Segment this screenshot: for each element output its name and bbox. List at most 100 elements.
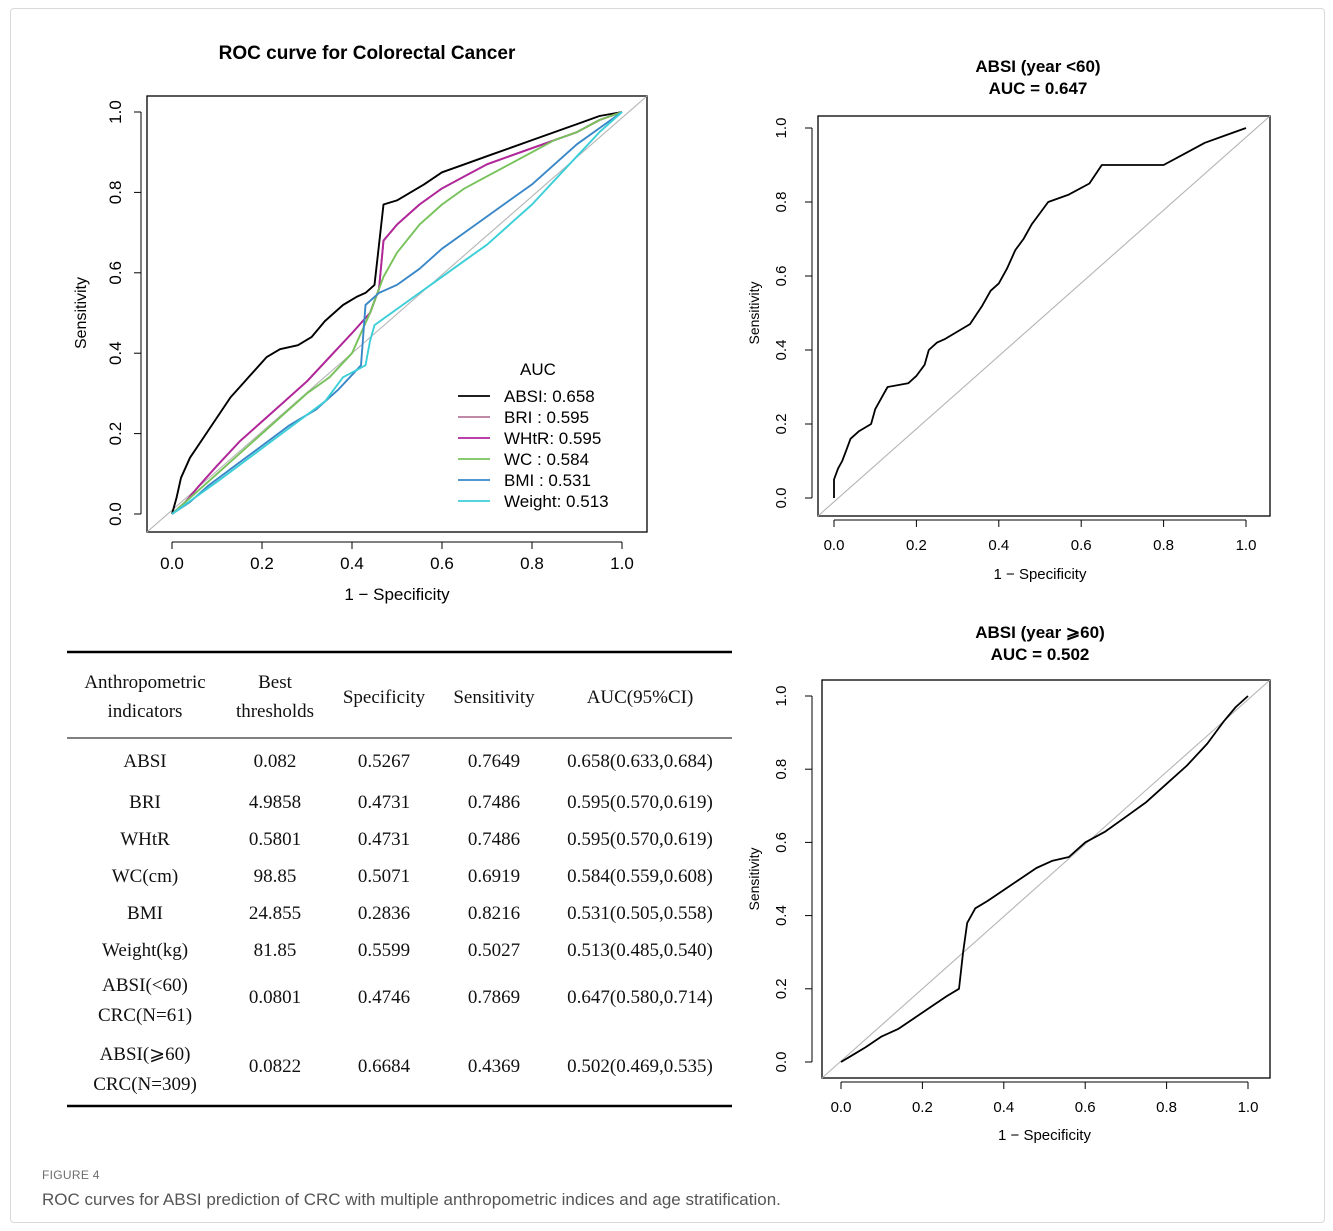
table-cell: 24.855 (249, 903, 301, 924)
y-tick-label: 0.8 (773, 759, 790, 780)
table-row: BMI 24.855 0.2836 0.8216 0.531(0.505,0.558) (127, 903, 713, 924)
x-axis-label: 1 − Specificity (994, 566, 1087, 583)
table-header-cell: Sensitivity (453, 687, 535, 708)
table-cell: 0.5071 (358, 866, 410, 887)
x-tick-label: 0.4 (993, 1099, 1014, 1116)
figure-frame (10, 8, 1325, 1223)
legend-auc-value: : 0.513 (557, 492, 609, 511)
y-tick-label: 0.6 (106, 261, 125, 285)
table-cell: 81.85 (254, 940, 297, 961)
diagonal-reference-line (821, 679, 1271, 1079)
table-cell: 0.5267 (358, 751, 410, 772)
table-cell: 0.5801 (249, 829, 301, 850)
legend-label: ABSI: 0.658 (504, 387, 595, 406)
table-cell: 0.658(0.633,0.684) (567, 751, 713, 772)
legend-series-name: WC (504, 450, 532, 469)
x-tick-label: 0.2 (906, 537, 927, 554)
chart-absi-under-60: ABSI (year <60) AUC = 0.647 0.0 0.2 0.4 0.6… (746, 57, 1271, 583)
table-header-cell: indicators (108, 701, 183, 722)
y-tick-label: 0.8 (773, 192, 790, 213)
figure-caption: ROC curves for ABSI prediction of CRC wi… (42, 1190, 781, 1209)
x-tick-label: 1.0 (1238, 1099, 1259, 1116)
chart-subtitle: AUC = 0.647 (989, 79, 1088, 98)
legend-item-whtr: WHtR: 0.595 (458, 429, 601, 448)
results-table: Anthropometric indicators Best thresholds Sp… (67, 650, 732, 1108)
legend-item-weight: Weight: 0.513 (458, 492, 609, 511)
table-cell: 0.7869 (468, 987, 520, 1008)
table-cell: 0.6684 (358, 1056, 411, 1077)
x-tick-label: 0.6 (430, 554, 454, 573)
table-cell: 0.7649 (468, 751, 520, 772)
chart-roc-colorectal: ROC curve for Colorectal Cancer 0.0 0.2 0.… (73, 43, 648, 604)
table-header-cell: thresholds (236, 701, 314, 722)
chart-subtitle: AUC = 0.502 (991, 645, 1090, 664)
x-tick-label: 0.8 (1156, 1099, 1177, 1116)
legend-item-absi: ABSI: 0.658 (458, 387, 595, 406)
table-cell-indicator: ABSI(<60) (102, 975, 188, 996)
table-cell-indicator: BMI (127, 903, 163, 924)
table-cell: 0.4731 (358, 829, 410, 850)
legend-series-name: BMI (504, 471, 534, 490)
table-row: ABSI(⩾60) CRC(N=309) 0.0822 0.6684 0.4369 0.5… (93, 1044, 713, 1095)
y-tick-label: 1.0 (773, 118, 790, 139)
plot-box (817, 115, 1271, 517)
y-axis-label: Sensitivity (746, 281, 762, 344)
x-tick-label: 1.0 (1236, 537, 1257, 554)
table-cell: 0.5027 (468, 940, 520, 961)
x-tick-label: 0.6 (1071, 537, 1092, 554)
x-tick-label: 0.8 (1153, 537, 1174, 554)
legend-item-bri: BRI : 0.595 (458, 408, 589, 427)
x-axis-label: 1 − Specificity (344, 585, 450, 604)
table-header-row: Anthropometric indicators Best thresholds Sp… (84, 672, 693, 722)
legend-series-name: Weight (504, 492, 557, 511)
chart-absi-60-plus: ABSI (year ⩾60) AUC = 0.502 0.0 0.2 0.4 0.6… (746, 623, 1271, 1144)
table-cell: 0.531(0.505,0.558) (567, 903, 713, 924)
roc-series-line-wc (171, 111, 623, 515)
table-cell: 0.0801 (249, 987, 301, 1008)
legend-series-name: ABSI (504, 387, 543, 406)
chart-title: ROC curve for Colorectal Cancer (219, 43, 516, 64)
chart-title: ABSI (year ⩾60) (975, 623, 1105, 642)
roc-series-line-absi (171, 111, 623, 515)
table-cell: 0.8216 (468, 903, 520, 924)
y-tick-label: 1.0 (773, 686, 790, 707)
diagonal-reference-line (146, 95, 648, 533)
table-cell: 0.595(0.570,0.619) (567, 829, 713, 850)
table-row: ABSI(<60) CRC(N=61) 0.0801 0.4746 0.7869 0.64… (98, 975, 713, 1026)
x-tick-label: 0.4 (340, 554, 364, 573)
table-cell-indicator: CRC(N=61) (98, 1005, 192, 1026)
roc-series-line-absi (840, 695, 1249, 1063)
legend-label: BMI : 0.531 (504, 471, 591, 490)
table-cell: 0.4746 (358, 987, 410, 1008)
table-cell: 0.5599 (358, 940, 410, 961)
y-tick-label: 0.0 (773, 488, 790, 509)
x-tick-label: 1.0 (610, 554, 634, 573)
table-row: BRI 4.9858 0.4731 0.7486 0.595(0.570,0.619) (129, 792, 713, 813)
plot-box (821, 679, 1271, 1079)
roc-series-line-whtr (171, 111, 623, 515)
legend-item-wc: WC : 0.584 (458, 450, 589, 469)
x-tick-label: 0.0 (831, 1099, 852, 1116)
table-cell: 0.513(0.485,0.540) (567, 940, 713, 961)
y-tick-label: 0.8 (106, 181, 125, 205)
x-tick-label: 0.6 (1075, 1099, 1096, 1116)
table-cell-indicator: CRC(N=309) (93, 1074, 197, 1095)
y-tick-label: 0.0 (773, 1052, 790, 1073)
diagonal-reference-line (817, 115, 1271, 517)
table-header-cell: Best (258, 672, 293, 693)
x-axis-label: 1 − Specificity (998, 1127, 1091, 1144)
table-cell: 0.7486 (468, 829, 520, 850)
table-row: WHtR 0.5801 0.4731 0.7486 0.595(0.570,0.619) (120, 829, 713, 850)
table-row: ABSI 0.082 0.5267 0.7649 0.658(0.633,0.684) (123, 751, 712, 772)
table-cell: 0.0822 (249, 1056, 301, 1077)
legend-auc-value: : 0.658 (543, 387, 595, 406)
table-cell: 0.502(0.469,0.535) (567, 1056, 713, 1077)
table-header-cell: Specificity (343, 687, 426, 708)
table-cell: 0.082 (254, 751, 297, 772)
table-cell-indicator: BRI (129, 792, 161, 813)
legend-auc-value: : 0.595 (532, 408, 589, 427)
figure-label: FIGURE 4 (42, 1168, 100, 1182)
table-cell: 4.9858 (249, 792, 301, 813)
legend-series-name: WHtR (504, 429, 549, 448)
y-tick-label: 0.6 (773, 266, 790, 287)
